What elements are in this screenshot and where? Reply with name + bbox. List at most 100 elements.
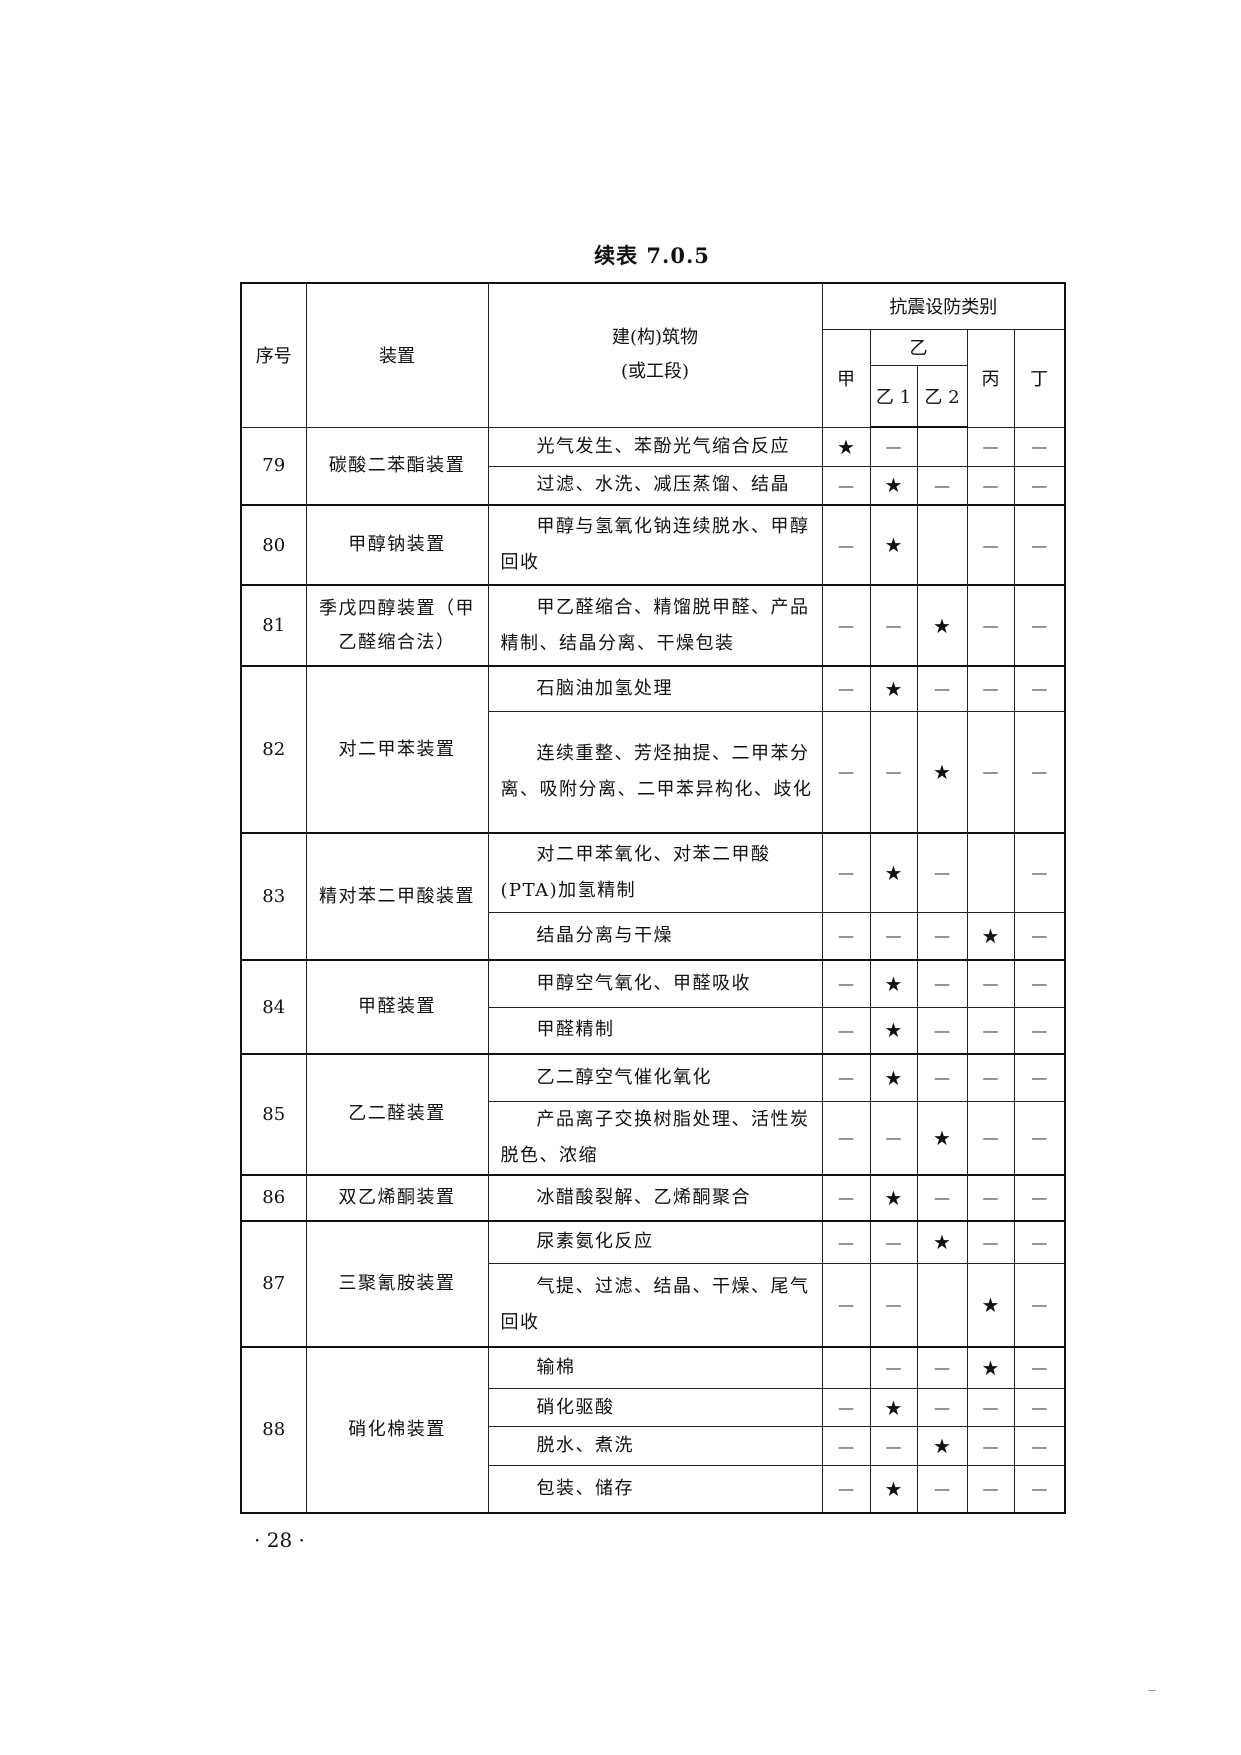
row-number: 80 xyxy=(240,504,307,586)
dash-ding: — xyxy=(1013,584,1066,667)
header-bing: 丙 xyxy=(966,328,1015,428)
dash-ding: — xyxy=(1013,1219,1066,1264)
empty-yi2 xyxy=(916,1263,968,1347)
building-section-text: 甲醇与氢氧化钠连续脱水、甲醇回收 xyxy=(500,516,810,573)
header-jia: 甲 xyxy=(821,328,871,428)
star-icon-yi2: ★ xyxy=(916,1100,968,1175)
table-row: 硝化驱酸 — ★ — — — xyxy=(241,1388,1066,1427)
dash-ding: — xyxy=(1013,911,1066,961)
building-section-text: 结晶分离与干燥 xyxy=(536,924,673,946)
building-section: 甲乙醛缩合、精馏脱甲醛、产品精制、结晶分离、干燥包装 xyxy=(487,584,823,667)
dash-yi2: — xyxy=(916,911,968,961)
table-row: 86 双乙烯酮装置 冰醋酸裂解、乙烯酮聚合 — ★ — — — xyxy=(240,1173,1066,1221)
dash-bing: — xyxy=(966,584,1015,667)
star-icon-bing: ★ xyxy=(966,1263,1015,1347)
header-device: 装置 xyxy=(305,282,489,428)
dash-jia: — xyxy=(821,1388,871,1427)
building-section-text: 对二甲苯氧化、对苯二甲酸(PTA)加氢精制 xyxy=(500,843,771,901)
building-section-text: 甲醇空气氧化、甲醛吸收 xyxy=(536,972,751,994)
building-section: 对二甲苯氧化、对苯二甲酸(PTA)加氢精制 xyxy=(487,832,823,913)
star-icon-yi1: ★ xyxy=(869,1465,918,1513)
dash-yi2: — xyxy=(916,832,968,913)
table-row: 87 三聚氰胺装置 尿素氨化反应 — — ★ — — xyxy=(240,1219,1066,1347)
table-row: 81 季戊四醇装置（甲乙醛缩合法） 甲乙醛缩合、精馏脱甲醛、产品精制、结晶分离、干燥… xyxy=(240,584,1066,667)
star-icon-yi2: ★ xyxy=(916,1219,968,1264)
star-icon-yi2: ★ xyxy=(916,710,968,834)
table-row: 88 硝化棉装置 输棉 — — ★ — xyxy=(240,1345,1066,1513)
star-icon-jia: ★ xyxy=(821,426,871,467)
dash-ding: — xyxy=(1013,1345,1066,1389)
dash-jia: — xyxy=(821,1173,871,1221)
empty-jia xyxy=(821,1345,871,1389)
building-section: 输棉 xyxy=(487,1345,823,1389)
header-yi: 乙 xyxy=(869,328,968,366)
dash-yi2: — xyxy=(916,1345,968,1389)
building-section-text: 脱水、煮洗 xyxy=(536,1435,634,1456)
dash-jia: — xyxy=(821,1465,871,1513)
dash-yi1: — xyxy=(869,584,918,667)
dash-yi1: — xyxy=(869,1345,918,1389)
header-building: 建(构)筑物 (或工段) xyxy=(487,282,823,428)
table-body: 79 碳酸二苯酯装置 光气发生、苯酚光气缩合反应 ★ — — — 过滤、水洗、减压蒸馏、结晶 —… xyxy=(240,426,1066,1513)
row-number: 87 xyxy=(240,1219,307,1347)
building-section-text: 包装、储存 xyxy=(536,1477,634,1499)
building-section: 气提、过滤、结晶、干燥、尾气回收 xyxy=(487,1263,823,1347)
table-row: 82 对二甲苯装置 石脑油加氢处理 — ★ — — — xyxy=(240,665,1066,834)
building-section-text: 气提、过滤、结晶、干燥、尾气回收 xyxy=(500,1275,810,1333)
dash-yi1: — xyxy=(869,1219,918,1264)
dash-bing: — xyxy=(966,1173,1015,1221)
header-building-line2: (或工段) xyxy=(620,361,690,383)
dash-yi1: — xyxy=(869,1263,918,1347)
header-ding: 丁 xyxy=(1013,328,1066,428)
building-section-text: 冰醋酸裂解、乙烯酮聚合 xyxy=(536,1186,751,1208)
table-row: 产品离子交换树脂处理、活性炭脱色、浓缩 — — ★ — — xyxy=(241,1100,1066,1175)
header-yi1: 乙 1 xyxy=(869,364,918,428)
dash-ding: — xyxy=(1013,1388,1066,1427)
dash-ding: — xyxy=(1013,1173,1066,1221)
dash-bing: — xyxy=(966,426,1015,467)
dash-ding: — xyxy=(1013,959,1066,1008)
header-category: 抗震设防类别 xyxy=(821,282,1066,330)
star-icon-yi1: ★ xyxy=(869,1173,918,1221)
building-section-text: 连续重整、芳烃抽提、二甲苯分离、吸附分离、二甲苯异构化、歧化 xyxy=(500,742,813,800)
dash-ding: — xyxy=(1013,832,1066,913)
dash-bing: — xyxy=(966,1100,1015,1175)
dash-jia: — xyxy=(821,1053,871,1102)
building-section: 甲醇与氢氧化钠连续脱水、甲醇回收 xyxy=(487,504,823,586)
building-section-text: 过滤、水洗、减压蒸馏、结晶 xyxy=(536,474,790,496)
device-name: 乙二醛装置 xyxy=(305,1053,489,1175)
table-row: 包装、储存 — ★ — — — xyxy=(241,1465,1066,1513)
dash-bing: — xyxy=(966,465,1015,506)
device-name: 碳酸二苯酯装置 xyxy=(305,426,489,506)
row-number: 84 xyxy=(240,959,307,1055)
dash-yi2: — xyxy=(916,1173,968,1221)
dash-bing: — xyxy=(966,1006,1015,1055)
row-number: 79 xyxy=(240,426,307,506)
building-section: 乙二醇空气催化氧化 xyxy=(487,1053,823,1102)
building-section: 结晶分离与干燥 xyxy=(487,911,823,961)
dash-bing: — xyxy=(966,1053,1015,1102)
scan-speck xyxy=(1148,1690,1156,1691)
star-icon-yi1: ★ xyxy=(869,1006,918,1055)
dash-yi2: — xyxy=(916,1465,968,1513)
building-section-text: 乙二醇空气催化氧化 xyxy=(536,1066,712,1088)
dash-yi2: — xyxy=(916,1053,968,1102)
dash-yi2: — xyxy=(916,1006,968,1055)
row-number: 81 xyxy=(240,584,307,667)
star-icon-yi1: ★ xyxy=(869,1053,918,1102)
table-row: 过滤、水洗、减压蒸馏、结晶 — ★ — — — xyxy=(241,465,1066,506)
device-name: 硝化棉装置 xyxy=(305,1345,489,1513)
dash-jia: — xyxy=(821,465,871,506)
building-section: 连续重整、芳烃抽提、二甲苯分离、吸附分离、二甲苯异构化、歧化 xyxy=(487,710,823,834)
dash-jia: — xyxy=(821,832,871,913)
building-section: 产品离子交换树脂处理、活性炭脱色、浓缩 xyxy=(487,1100,823,1175)
building-section: 甲醛精制 xyxy=(487,1006,823,1055)
table-row: 84 甲醛装置 甲醇空气氧化、甲醛吸收 — ★ — — — xyxy=(240,959,1066,1055)
building-section: 包装、储存 xyxy=(487,1465,823,1513)
star-icon-yi1: ★ xyxy=(869,465,918,506)
dash-yi1: — xyxy=(869,911,918,961)
building-section-text: 产品离子交换树脂处理、活性炭脱色、浓缩 xyxy=(500,1108,810,1166)
dash-ding: — xyxy=(1013,426,1066,467)
empty-yi2 xyxy=(916,504,968,586)
dash-yi1: — xyxy=(869,1426,918,1466)
